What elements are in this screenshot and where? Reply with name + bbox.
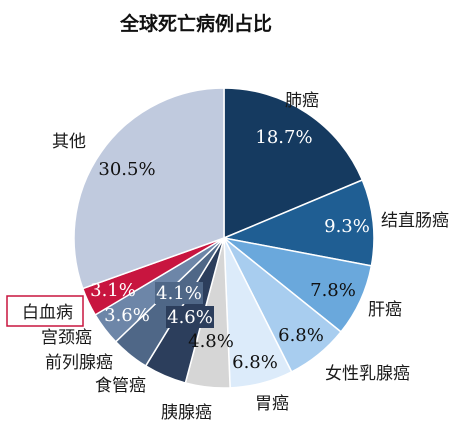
pct-label-bg-8 [155, 282, 203, 304]
pct-label-8: 4.1% [156, 283, 202, 304]
chart-title: 全球死亡病例占比 [119, 12, 272, 35]
pct-label-bg-7 [166, 306, 214, 328]
pct-label-6: 4.8% [188, 331, 234, 352]
category-label-10: 白血病 [22, 303, 73, 323]
pct-label-4: 6.8% [278, 325, 324, 346]
category-label-3: 肝癌 [368, 300, 402, 320]
highlight-box [6, 295, 84, 327]
category-label-5: 胃癌 [255, 394, 289, 414]
pct-label-1: 18.7% [255, 127, 312, 148]
category-label-2: 结直肠癌 [381, 211, 449, 231]
pct-label-2: 9.3% [324, 216, 370, 237]
category-label-11: 其他 [52, 132, 86, 152]
pct-label-11: 30.5% [98, 159, 155, 180]
pct-label-7: 4.6% [167, 307, 213, 328]
category-label-4: 女性乳腺癌 [325, 364, 410, 384]
category-label-6: 胰腺癌 [161, 403, 212, 423]
pct-label-9: 3.6% [104, 305, 150, 326]
category-label-7: 食管癌 [95, 376, 146, 396]
pie-slice-1 [223, 87, 364, 240]
pct-label-10: 3.1% [90, 280, 136, 301]
category-label-8: 前列腺癌 [45, 353, 113, 373]
pct-label-5: 6.8% [232, 352, 278, 373]
category-label-9: 宫颈癌 [41, 328, 92, 348]
category-label-1: 肺癌 [285, 91, 319, 111]
pct-label-3: 7.8% [310, 280, 356, 301]
pie-slice-11 [73, 87, 225, 290]
